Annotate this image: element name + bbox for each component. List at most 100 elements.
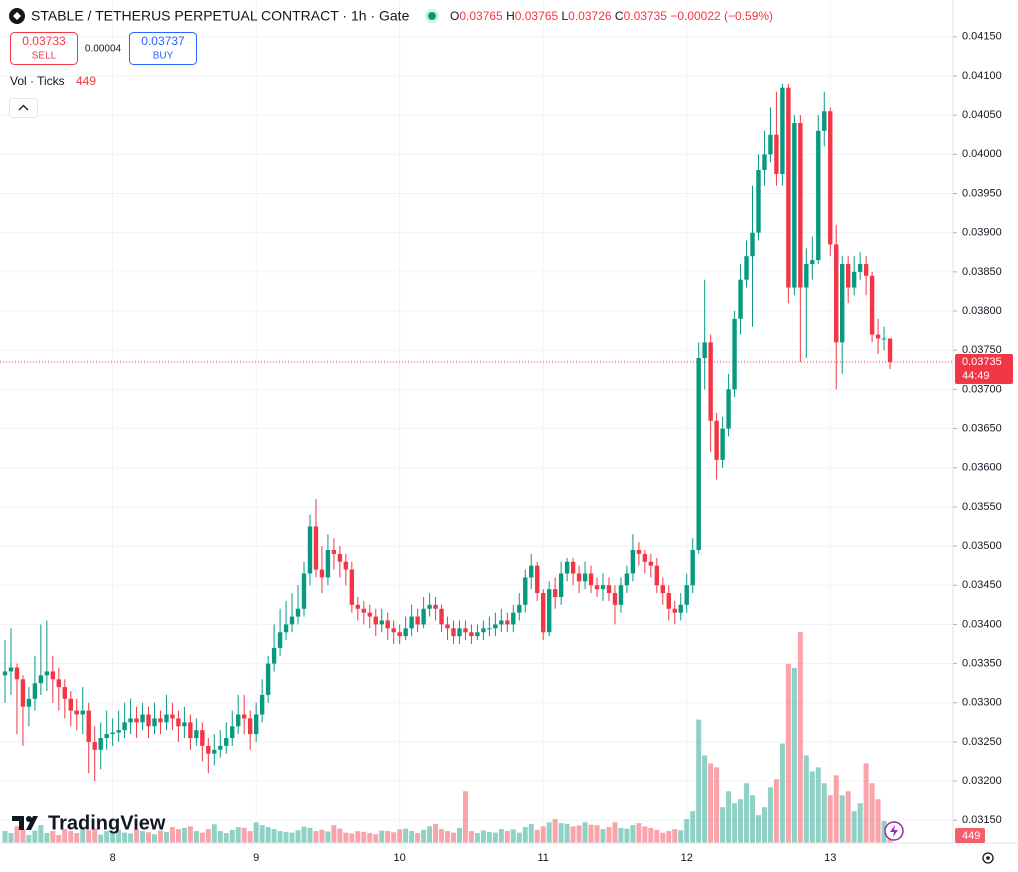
volume-bar xyxy=(845,791,851,843)
candle-body xyxy=(702,342,707,359)
volume-bar xyxy=(86,830,92,843)
candle-body xyxy=(738,279,743,319)
volume-bar xyxy=(624,828,630,843)
candle-body xyxy=(493,624,498,629)
y-tick-label: 0.03550 xyxy=(962,501,1002,513)
candle-body xyxy=(672,608,677,613)
candle-body xyxy=(110,732,115,735)
candle-body xyxy=(325,549,331,578)
candle-body xyxy=(343,561,349,570)
candle-body xyxy=(828,111,833,245)
symbol-title[interactable]: STABLE / TETHERUS PERPETUAL CONTRACT · 1… xyxy=(31,8,410,24)
volume-bar xyxy=(594,825,600,843)
candle-body xyxy=(469,632,474,637)
candle-body xyxy=(403,628,408,637)
candle-body xyxy=(756,170,761,233)
volume-bar xyxy=(259,825,265,843)
volume-bar xyxy=(253,822,259,843)
candle-body xyxy=(301,573,307,609)
candle-body xyxy=(487,628,492,630)
volume-bar xyxy=(247,831,253,843)
x-tick-label: 9 xyxy=(253,852,259,864)
volume-tag xyxy=(955,828,985,843)
candle-body xyxy=(337,553,343,562)
candle-body xyxy=(367,612,372,617)
y-tick-label: 0.04150 xyxy=(962,31,1002,43)
volume-bar xyxy=(128,833,134,843)
candle-body xyxy=(810,260,815,265)
sell-button[interactable] xyxy=(10,32,78,65)
volume-bar xyxy=(791,667,797,843)
candle-body xyxy=(247,718,253,735)
volume-bar xyxy=(146,832,152,843)
candle-body xyxy=(648,561,654,566)
time-axis: 8 9 10 11 12 13 xyxy=(110,852,837,864)
volume-bar xyxy=(833,775,839,843)
candle-body xyxy=(499,620,504,625)
candle-body xyxy=(558,573,564,597)
volume-bar xyxy=(301,826,307,843)
candle-body xyxy=(206,745,211,754)
volume-bar xyxy=(690,811,696,843)
candle-body xyxy=(445,624,450,629)
candle-body xyxy=(146,714,151,727)
buy-price: 0.03737 xyxy=(141,34,185,48)
volume-bar xyxy=(289,832,295,843)
candle-body xyxy=(391,628,396,633)
candle-body xyxy=(80,710,85,715)
settings-button[interactable] xyxy=(982,852,994,864)
candle-body xyxy=(798,123,803,288)
volume-bar xyxy=(714,767,720,843)
candle-body xyxy=(552,589,558,597)
volume-bar xyxy=(14,826,20,843)
candle-body xyxy=(86,710,91,742)
x-tick-label: 13 xyxy=(824,852,836,864)
ohlc-value: 0.03726 xyxy=(568,9,612,23)
candle-body xyxy=(564,561,570,574)
volume-bar xyxy=(74,833,80,843)
candle-body xyxy=(439,608,444,625)
y-tick-label: 0.03150 xyxy=(962,814,1002,826)
candle-body xyxy=(529,565,534,578)
candle-body xyxy=(277,632,283,648)
candle-body xyxy=(289,616,295,625)
candle-body xyxy=(212,749,217,754)
candle-body xyxy=(313,526,319,570)
volume-bar xyxy=(809,771,815,843)
y-tick-label: 0.03400 xyxy=(962,618,1002,630)
candle-body xyxy=(690,549,695,586)
candle-body xyxy=(331,549,337,554)
candle-body xyxy=(666,593,671,609)
volume-bar xyxy=(385,831,391,843)
volume-bar xyxy=(851,811,857,843)
candles xyxy=(2,83,893,782)
volume-bar xyxy=(104,831,110,843)
ohlc-key: H xyxy=(506,9,515,23)
buy-button[interactable] xyxy=(129,32,197,65)
candle-body xyxy=(576,573,582,582)
candle-body xyxy=(20,679,26,707)
volume-bar xyxy=(588,824,594,843)
x-tick-label: 8 xyxy=(110,852,116,864)
collapse-button[interactable] xyxy=(9,98,38,118)
volume-bar xyxy=(122,832,128,843)
volume-bar xyxy=(367,833,373,843)
y-tick-label: 0.03200 xyxy=(962,775,1002,787)
volume-bar xyxy=(672,829,678,843)
volume-bar xyxy=(331,825,337,843)
volume-bar xyxy=(62,829,68,843)
volume-bar xyxy=(666,831,672,843)
volume-bar xyxy=(110,831,116,843)
volume-bar xyxy=(612,822,618,843)
volume-bar xyxy=(510,829,516,843)
candle-body xyxy=(128,718,133,723)
candle-body xyxy=(373,616,378,625)
volume-bar xyxy=(779,743,785,843)
volume-bar xyxy=(738,799,744,843)
candle-body xyxy=(774,134,779,174)
last-price-tag xyxy=(955,353,1013,384)
volume-bar xyxy=(755,815,761,843)
volume-bar xyxy=(504,831,510,843)
